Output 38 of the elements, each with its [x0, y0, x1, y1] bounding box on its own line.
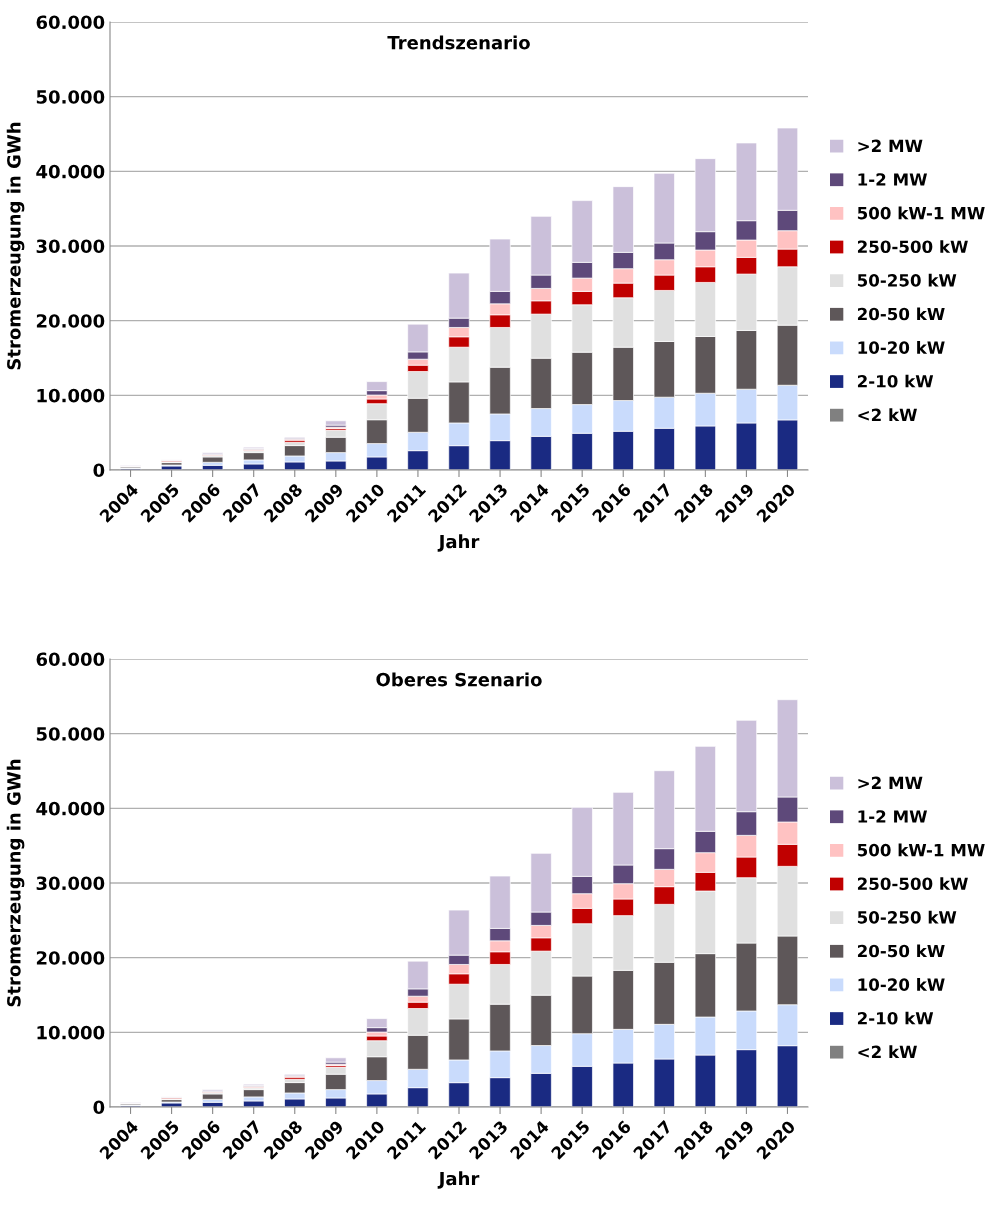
legend-label: <2 kW — [858, 408, 917, 421]
y-tick-label: 30.000 — [36, 239, 105, 254]
x-axis-title: Jahr — [437, 534, 480, 552]
x-axis-title: Jahr — [437, 1171, 480, 1189]
legend-label: 50-250 kW — [857, 273, 957, 287]
legend-label: 500 kW-1 MW — [857, 206, 985, 220]
y-tick-label: 60.000 — [36, 15, 105, 30]
y-tick-label: 30.000 — [36, 876, 105, 891]
legend-label: >2 MW — [858, 776, 923, 789]
y-tick-label: 50.000 — [36, 90, 105, 104]
y-tick-label: 40.000 — [36, 801, 105, 816]
y-tick-label: 10.000 — [37, 388, 105, 403]
y-tick-label: 40.000 — [36, 164, 105, 179]
y-tick-label: 20.000 — [36, 314, 105, 328]
legend-label: 250-500 kW — [857, 240, 968, 254]
legend-label: 500 kW-1 MW — [857, 843, 985, 857]
y-tick-label: 50.000 — [36, 727, 105, 741]
legend-label: >2 MW — [858, 139, 923, 152]
y-tick-label: 10.000 — [37, 1025, 105, 1040]
legend-label: 2-10 kW — [857, 374, 934, 388]
y-tick-label: 0 — [93, 463, 105, 478]
y-axis-title: Stromerzeugung in GWh — [6, 759, 25, 1007]
y-tick-label: 20.000 — [36, 951, 105, 965]
legend-label: 50-250 kW — [857, 910, 957, 924]
legend-label: <2 kW — [858, 1045, 917, 1058]
legend-label: 1-2 MW — [858, 810, 928, 823]
legend-label: 2-10 kW — [857, 1011, 934, 1025]
legend-label: 250-500 kW — [857, 877, 968, 891]
y-axis-title: Stromerzeugung in GWh — [6, 122, 25, 370]
y-tick-label: 0 — [93, 1100, 105, 1115]
y-tick-label: 60.000 — [36, 652, 105, 667]
text: Trendszenario — [387, 35, 530, 50]
legend-label: 20-50 kW — [857, 307, 945, 321]
legend-label: 1-2 MW — [858, 173, 928, 186]
text: Oberes Szenario — [376, 672, 542, 687]
legend-label: 10-20 kW — [858, 978, 945, 991]
legend-label: 10-20 kW — [858, 341, 945, 354]
legend-label: 20-50 kW — [857, 944, 945, 958]
